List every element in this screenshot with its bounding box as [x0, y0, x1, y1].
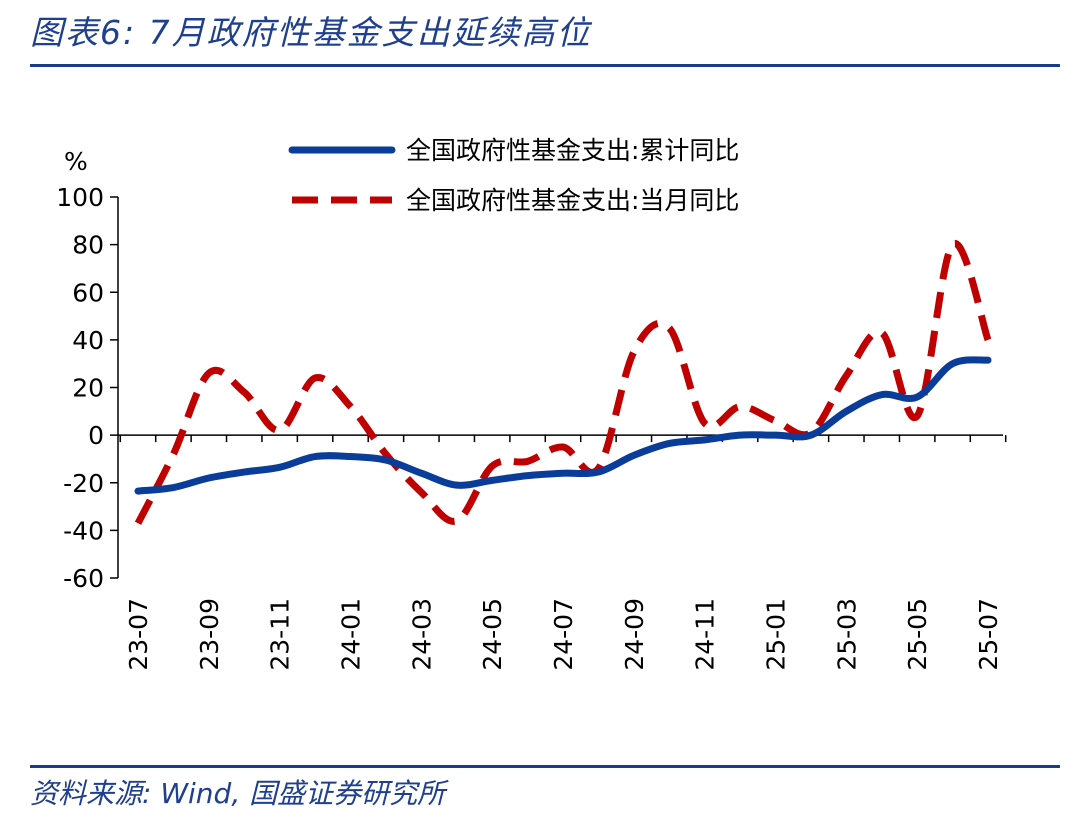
- x-tick-label: 24-05: [478, 598, 507, 671]
- line-chart: 100 80 60 40 20 0 -20 -40 -60% 23-07 23-09 23-11 24-…: [56, 136, 1007, 671]
- y-tick-label: 0: [88, 421, 104, 450]
- series-layer: [134, 240, 992, 525]
- x-tick-label: 25-05: [903, 598, 932, 671]
- title-divider: [30, 64, 1060, 67]
- y-tick-label: -40: [63, 516, 104, 545]
- y-tick-label: -20: [63, 469, 104, 498]
- chart-axes: 100 80 60 40 20 0 -20 -40 -60% 23-07 23-09 23-11 24-…: [56, 147, 1007, 671]
- x-tick-label: 24-07: [549, 598, 578, 671]
- y-tick-label: -60: [63, 564, 104, 593]
- series-line-monthly: [134, 240, 992, 525]
- x-tick-label: 25-03: [832, 598, 861, 671]
- y-tick-label: 80: [72, 231, 104, 260]
- x-tick-label: 23-07: [124, 598, 153, 671]
- x-tick-label: 23-11: [266, 598, 295, 671]
- x-tick-label: 25-07: [974, 598, 1003, 671]
- x-tick-label: 24-09: [620, 598, 649, 671]
- source-note: 资料来源: Wind, 国盛证券研究所: [30, 777, 446, 810]
- x-tick-label: 24-01: [337, 598, 366, 671]
- y-axis-unit: %: [64, 147, 88, 176]
- legend-item-monthly-label: 全国政府性基金支出:当月同比: [406, 186, 739, 215]
- figure-title: 图表6: 7月政府性基金支出延续高位: [30, 13, 592, 52]
- y-tick-label: 40: [72, 326, 104, 355]
- x-tick-label: 24-03: [407, 598, 436, 671]
- x-tick-label: 23-09: [195, 598, 224, 671]
- y-tick-label: 60: [72, 278, 104, 307]
- source-divider: [30, 765, 1060, 768]
- x-tick-label: 24-11: [691, 598, 720, 671]
- y-tick-label: 20: [72, 374, 104, 403]
- series-line-cumulative: [134, 356, 992, 495]
- y-tick-label: 100: [56, 183, 104, 212]
- legend-item-cumulative-label: 全国政府性基金支出:累计同比: [406, 136, 739, 165]
- x-tick-label: 25-01: [762, 598, 791, 671]
